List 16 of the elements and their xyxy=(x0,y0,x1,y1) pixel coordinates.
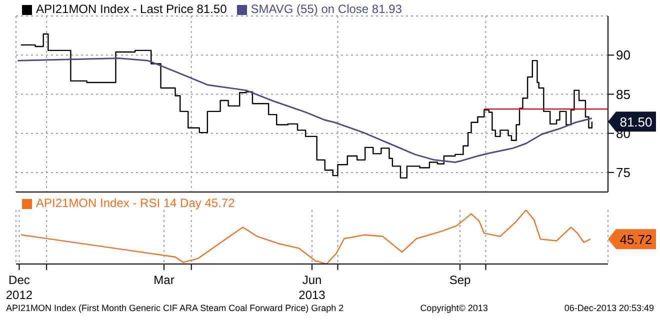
text: API21MON Index (First Month Generic CIF ARA Steam Coal Forward Price) Graph 2 xyxy=(6,303,344,313)
legend-label: API21MON Index - RSI 14 Day 45.72 xyxy=(36,196,235,210)
legend-label: SMAVG (55) on Close 81.93 xyxy=(250,2,402,16)
x-tick-label: Jun 2013 xyxy=(298,273,326,302)
y-tick-label: 75 xyxy=(616,165,630,180)
legend-label: API21MON Index - Last Price 81.50 xyxy=(36,2,227,16)
x-tick-label: Dec 2012 xyxy=(6,273,33,302)
line-series xyxy=(16,57,593,164)
text: Copyright© 2013 xyxy=(420,303,488,313)
y-tick-label: 85 xyxy=(616,86,630,102)
x-tick-label: Sep xyxy=(449,273,471,287)
value-tag: 81.50 xyxy=(608,112,656,132)
y-tick-label: 90 xyxy=(616,48,630,63)
x-tick-label: Mar xyxy=(154,273,174,287)
value-tag: 45.72 xyxy=(608,229,656,250)
text: 06-Dec-2013 20:53:49 xyxy=(564,303,654,313)
